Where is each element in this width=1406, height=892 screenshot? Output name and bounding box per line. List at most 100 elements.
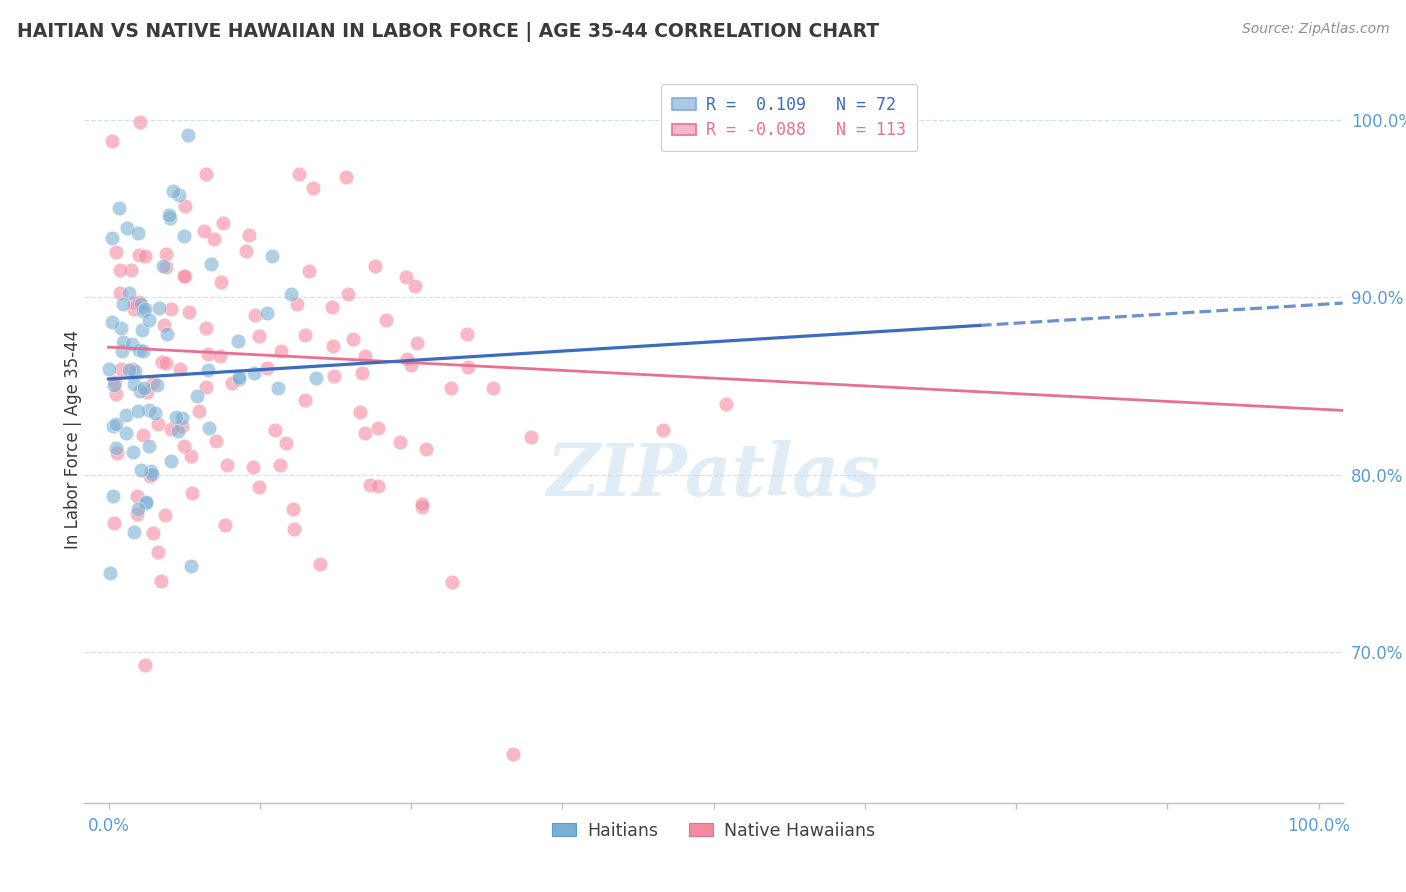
Point xyxy=(457,359,479,374)
Point xyxy=(160,301,183,316)
Point xyxy=(456,326,478,341)
Point xyxy=(322,339,344,353)
Point xyxy=(322,369,344,384)
Point xyxy=(136,385,159,400)
Point xyxy=(155,260,177,274)
Point xyxy=(121,337,143,351)
Point xyxy=(270,343,292,358)
Point xyxy=(198,421,221,435)
Point xyxy=(367,479,389,493)
Point xyxy=(134,249,156,263)
Point xyxy=(354,426,377,441)
Point xyxy=(110,321,132,335)
Point xyxy=(108,262,131,277)
Point xyxy=(105,386,128,401)
Point xyxy=(122,445,145,459)
Point xyxy=(260,249,283,263)
Point xyxy=(155,247,177,261)
Point xyxy=(118,286,141,301)
Point xyxy=(111,343,134,358)
Point xyxy=(127,502,149,516)
Point xyxy=(188,403,211,417)
Point xyxy=(209,349,232,363)
Point xyxy=(105,441,128,455)
Point xyxy=(132,343,155,358)
Point xyxy=(97,362,120,376)
Point xyxy=(134,658,156,673)
Point xyxy=(247,480,270,494)
Point xyxy=(215,458,238,472)
Point xyxy=(235,244,257,258)
Text: HAITIAN VS NATIVE HAWAIIAN IN LABOR FORCE | AGE 35-44 CORRELATION CHART: HAITIAN VS NATIVE HAWAIIAN IN LABOR FORC… xyxy=(17,22,879,42)
Point xyxy=(174,199,197,213)
Point xyxy=(159,211,181,226)
Point xyxy=(143,406,166,420)
Point xyxy=(404,278,426,293)
Point xyxy=(127,227,149,241)
Point xyxy=(111,334,134,349)
Point xyxy=(105,446,128,460)
Point xyxy=(115,221,138,235)
Point xyxy=(367,421,389,435)
Point xyxy=(110,362,132,376)
Point xyxy=(205,434,228,448)
Point xyxy=(104,375,127,389)
Point xyxy=(169,362,191,376)
Point xyxy=(167,188,190,202)
Point xyxy=(194,380,217,394)
Point xyxy=(131,428,153,442)
Point xyxy=(134,302,156,317)
Point xyxy=(197,363,219,377)
Point xyxy=(411,500,433,515)
Point xyxy=(173,439,195,453)
Point xyxy=(112,297,135,311)
Point xyxy=(173,228,195,243)
Point xyxy=(228,370,250,384)
Point xyxy=(321,300,343,314)
Point xyxy=(115,426,138,441)
Point xyxy=(177,128,200,142)
Point xyxy=(108,201,131,215)
Point xyxy=(439,381,461,395)
Point xyxy=(142,376,165,390)
Point xyxy=(267,381,290,395)
Point xyxy=(401,358,423,372)
Point xyxy=(132,303,155,318)
Point xyxy=(172,411,194,425)
Point xyxy=(120,263,142,277)
Point xyxy=(285,296,308,310)
Point xyxy=(127,404,149,418)
Legend: Haitians, Native Hawaiians: Haitians, Native Hawaiians xyxy=(546,814,882,847)
Point xyxy=(280,286,302,301)
Point xyxy=(194,167,217,181)
Point xyxy=(128,115,150,129)
Point xyxy=(105,244,128,259)
Point xyxy=(128,294,150,309)
Text: Source: ZipAtlas.com: Source: ZipAtlas.com xyxy=(1241,22,1389,37)
Point xyxy=(294,393,316,408)
Point xyxy=(141,467,163,481)
Point xyxy=(298,264,321,278)
Point xyxy=(128,248,150,262)
Point xyxy=(212,216,235,230)
Point xyxy=(415,442,437,457)
Point xyxy=(197,347,219,361)
Point xyxy=(138,402,160,417)
Point xyxy=(173,269,195,284)
Point xyxy=(342,333,364,347)
Point xyxy=(139,468,162,483)
Point xyxy=(114,409,136,423)
Point xyxy=(153,508,176,522)
Point xyxy=(146,417,169,431)
Point xyxy=(243,308,266,322)
Point xyxy=(441,574,464,589)
Point xyxy=(148,301,170,316)
Point xyxy=(179,305,201,319)
Point xyxy=(335,170,357,185)
Point xyxy=(301,181,323,195)
Point xyxy=(359,478,381,492)
Point xyxy=(131,297,153,311)
Point xyxy=(305,371,328,385)
Point xyxy=(502,747,524,761)
Point xyxy=(520,430,543,444)
